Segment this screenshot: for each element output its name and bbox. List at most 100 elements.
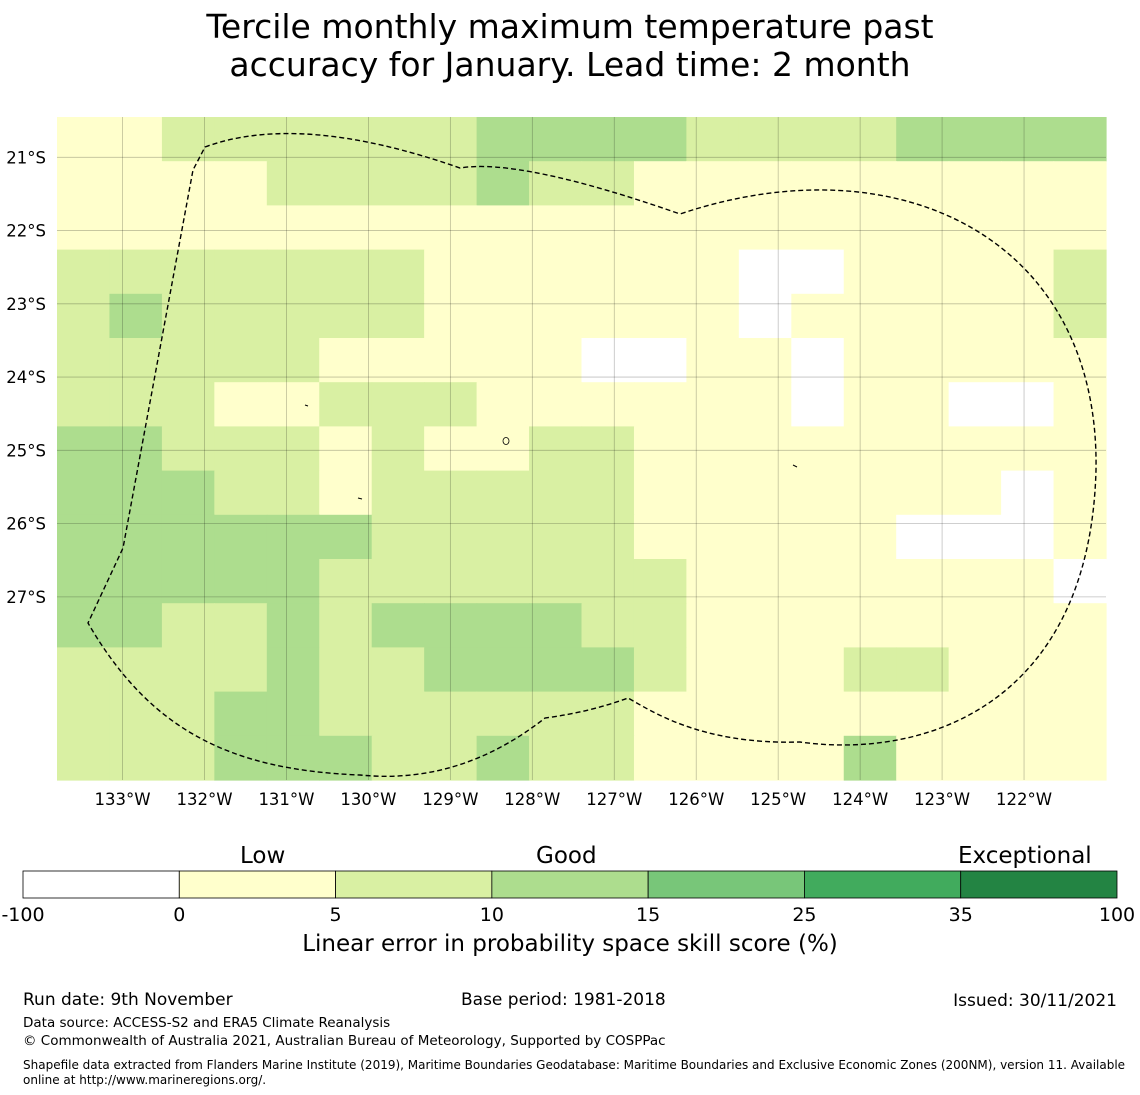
grid-cell [633, 205, 687, 251]
lat-tick-label: 22°S [6, 222, 46, 241]
grid-cell [1001, 603, 1055, 648]
grid-cell [161, 249, 215, 295]
grid-cell [686, 205, 740, 251]
grid-cell [791, 161, 845, 206]
grid-cell [1053, 735, 1107, 781]
grid-cell [633, 514, 687, 560]
grid-cell [161, 735, 215, 781]
grid-cell [948, 470, 1002, 516]
colorbar-tick-label: -100 [1, 904, 44, 926]
grid-cell [581, 117, 635, 162]
island-marker [357, 497, 363, 500]
grid-cell [686, 338, 740, 383]
grid-cell [633, 338, 687, 383]
grid-cell [476, 426, 530, 472]
grid-cell [109, 205, 163, 251]
grid-cell [1001, 735, 1055, 781]
grid-cell [109, 735, 163, 781]
grid-cell [738, 382, 792, 427]
grid-cell [948, 249, 1002, 295]
lon-tick-label: 129°W [422, 790, 478, 809]
colorbar-tick-label: 35 [949, 904, 973, 926]
grid-cell [476, 382, 530, 427]
grid-cell [57, 470, 111, 516]
grid-cell [1053, 559, 1107, 604]
grid-cell [1053, 117, 1107, 162]
grid-cell [109, 603, 163, 648]
grid-cell [896, 161, 950, 206]
grid-cell [266, 205, 320, 251]
grid-cell [843, 293, 897, 339]
grid-cell [371, 647, 425, 693]
grid-cell [948, 338, 1002, 383]
island-marker [502, 437, 510, 445]
colorbar-segment [22, 870, 180, 899]
grid-cell [686, 117, 740, 162]
grid-cell [529, 470, 583, 516]
grid-cell [214, 293, 268, 339]
grid-cell [371, 205, 425, 251]
grid-cell [266, 382, 320, 427]
grid-cell [529, 205, 583, 251]
grid-cell [896, 249, 950, 295]
grid-cell [319, 647, 373, 693]
grid-cell [1001, 691, 1055, 737]
grid-cell [214, 559, 268, 604]
grid-cell [371, 426, 425, 472]
grid-cell [843, 559, 897, 604]
lon-tick-label: 132°W [176, 790, 232, 809]
grid-cell [476, 161, 530, 206]
grid-cell [843, 382, 897, 427]
grid-cell [161, 514, 215, 560]
grid-cell [319, 249, 373, 295]
colorbar-segment [335, 870, 493, 899]
grid-cell [843, 470, 897, 516]
grid-cell [57, 205, 111, 251]
grid-cell [581, 382, 635, 427]
longitude-labels: 133°W 132°W 131°W 130°W 129°W 128°W 127°W 126°W… [95, 790, 1053, 809]
grid-cell [686, 161, 740, 206]
copyright: © Commonwealth of Australia 2021, Austra… [23, 1033, 666, 1049]
colorbar [22, 870, 1118, 899]
grid-cell [266, 426, 320, 472]
lat-tick-label: 21°S [6, 148, 46, 167]
grid-cell [581, 249, 635, 295]
grid-cell [214, 426, 268, 472]
grid-cell [843, 338, 897, 383]
grid-cell [424, 559, 478, 604]
grid-cell [371, 338, 425, 383]
colorbar-tick-label: 100 [1099, 904, 1135, 926]
grid-cell [161, 117, 215, 162]
grid-cell [1053, 249, 1107, 295]
grid-cell [424, 426, 478, 472]
lat-tick-label: 24°S [6, 368, 46, 387]
colorbar-label: Linear error in probability space skill … [302, 931, 838, 957]
grid-cell [1001, 293, 1055, 339]
grid-cell [161, 470, 215, 516]
grid-cell [948, 735, 1002, 781]
colorbar-word-exceptional: Exceptional [958, 843, 1092, 869]
grid-cell [896, 293, 950, 339]
grid-cell [424, 514, 478, 560]
colorbar-segment [491, 870, 649, 899]
grid-cell [319, 603, 373, 648]
grid-cell [843, 249, 897, 295]
grid-cell [529, 603, 583, 648]
grid-cell [633, 691, 687, 737]
colorbar-segment [178, 870, 336, 899]
grid-cell [529, 382, 583, 427]
grid-cell [738, 117, 792, 162]
grid-cell [57, 161, 111, 206]
grid-cell [581, 338, 635, 383]
grid-cell [266, 559, 320, 604]
colorbar-segment [804, 870, 962, 899]
grid-cell [791, 603, 845, 648]
grid-cell [109, 470, 163, 516]
grid-cell [581, 205, 635, 251]
grid-cell [109, 293, 163, 339]
lat-tick-label: 27°S [6, 588, 46, 607]
grid-cell [1001, 205, 1055, 251]
graticule [57, 117, 1106, 780]
colorbar-segment [960, 870, 1118, 899]
grid-cell [161, 338, 215, 383]
